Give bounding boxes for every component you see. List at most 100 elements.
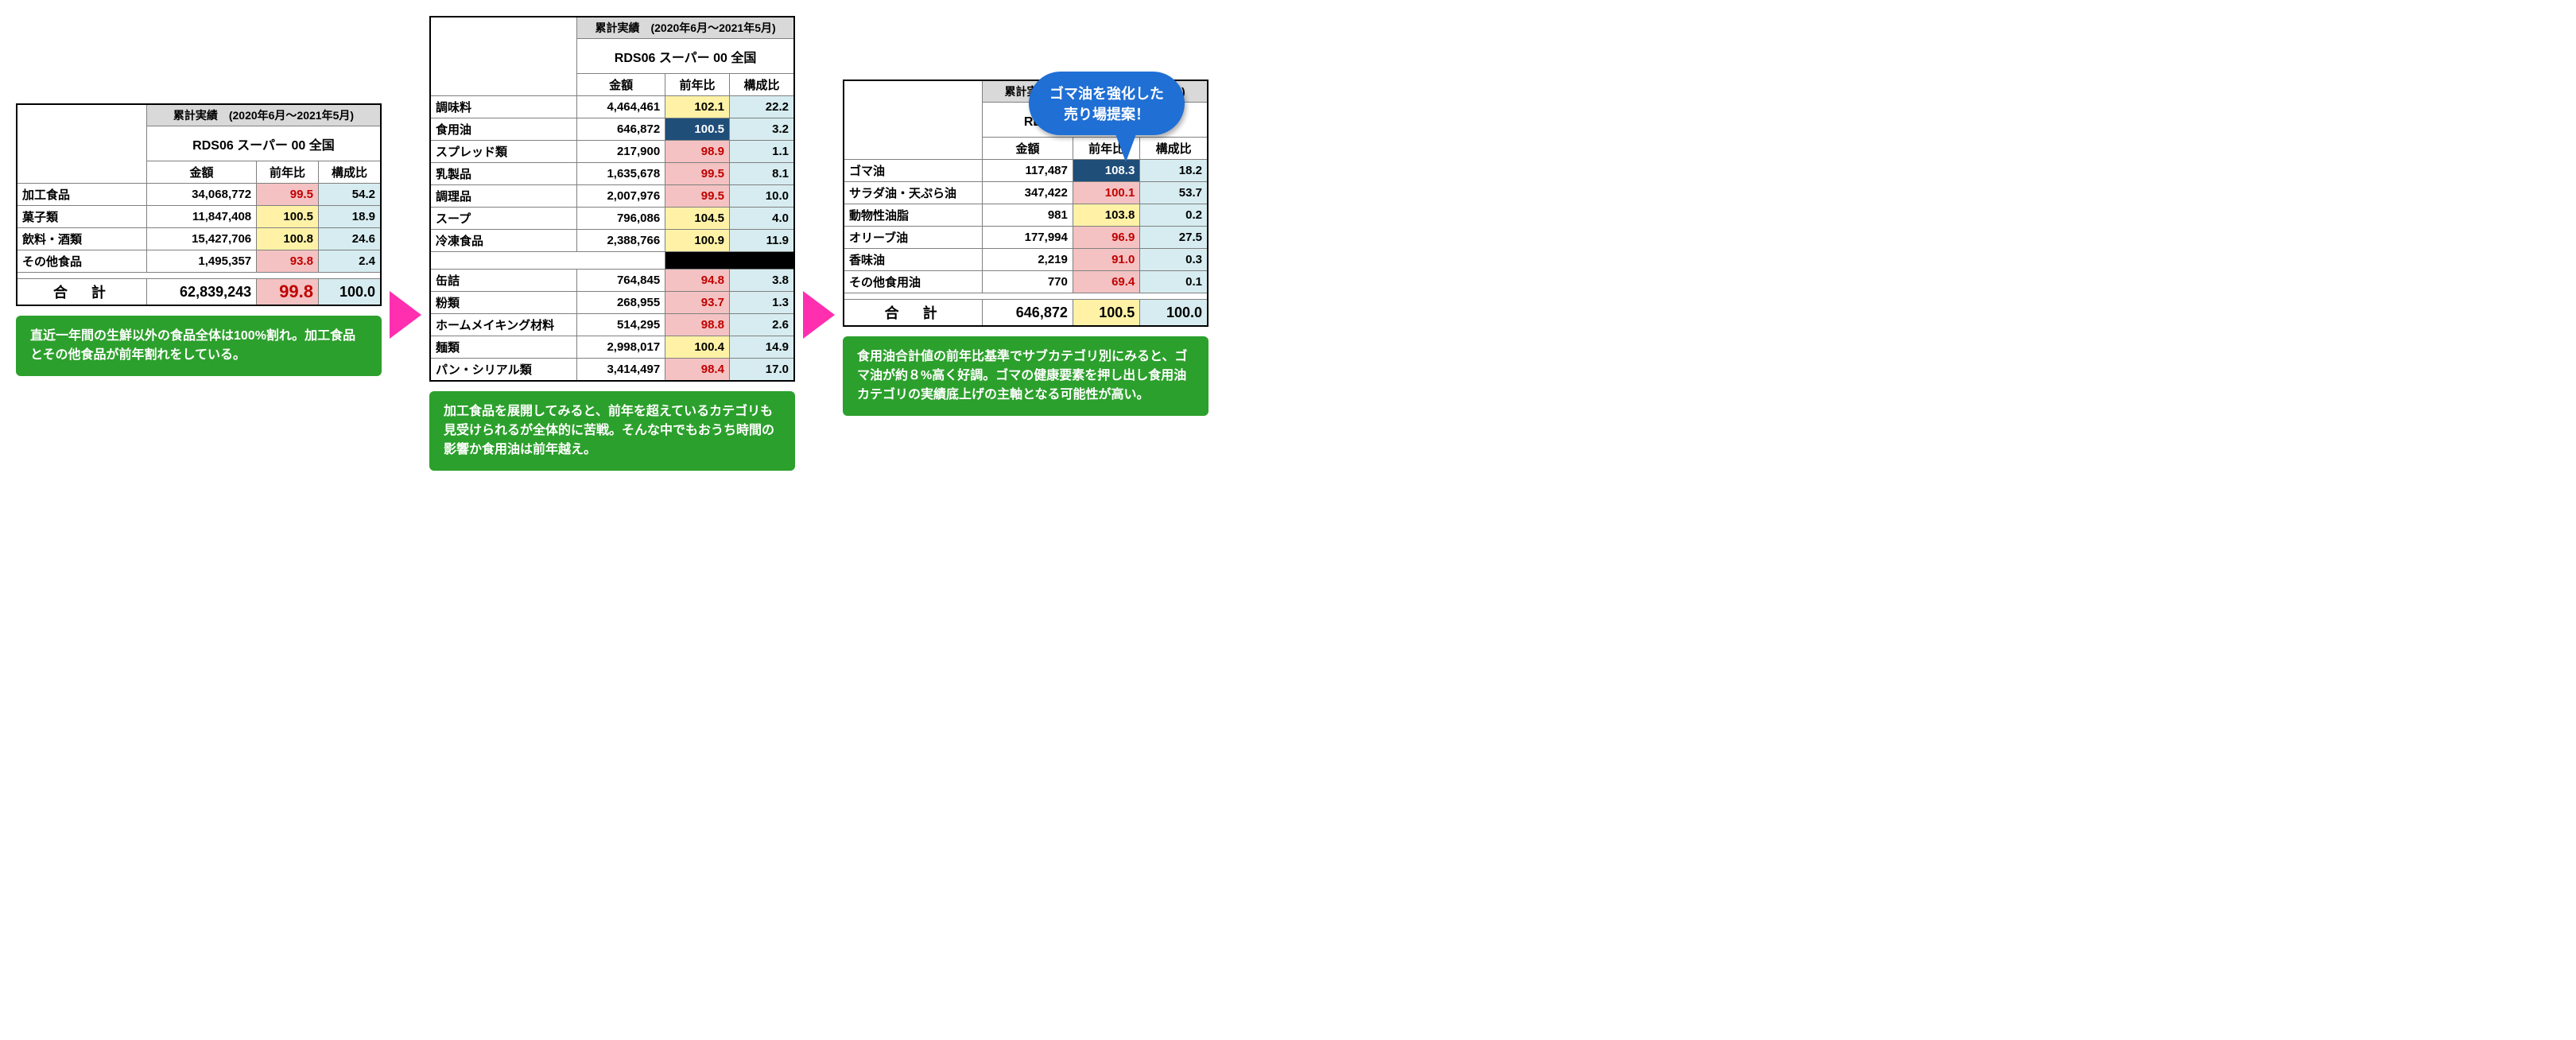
table-row: サラダ油・天ぷら油347,422100.153.7 — [844, 182, 1208, 204]
table-row: 調味料4,464,461102.122.2 — [430, 96, 794, 118]
cell-yoy: 98.8 — [665, 314, 730, 336]
table-row: 調理品2,007,97699.510.0 — [430, 185, 794, 208]
col-yoy: 前年比 — [665, 74, 730, 96]
row-label: 飲料・酒類 — [17, 228, 146, 250]
table-row: その他食品1,495,35793.82.4 — [17, 250, 381, 273]
table-row: その他食用油77069.40.1 — [844, 271, 1208, 293]
cell-yoy: 100.5 — [257, 206, 319, 228]
row-label: 加工食品 — [17, 184, 146, 206]
row-label: 粉類 — [430, 292, 577, 314]
cell-amount: 11,847,408 — [146, 206, 256, 228]
cell-amount: 1,495,357 — [146, 250, 256, 273]
callout-line1: ゴマ油を強化した — [1049, 83, 1164, 103]
cell-comp: 24.6 — [318, 228, 381, 250]
cell-comp: 18.2 — [1140, 160, 1208, 182]
col-amount: 金額 — [577, 74, 665, 96]
row-label: 食用油 — [430, 118, 577, 141]
row-label: 缶詰 — [430, 270, 577, 292]
cell-amount: 347,422 — [983, 182, 1073, 204]
store-header: RDS06 スーパー 00 全国 — [146, 126, 381, 161]
cell-amount: 2,007,976 — [577, 185, 665, 208]
table-row: 加工食品34,068,77299.554.2 — [17, 184, 381, 206]
col-yoy: 前年比 — [257, 161, 319, 184]
cell-yoy: 99.5 — [665, 163, 730, 185]
infographic-container: 累計実績 (2020年6月～2021年5月) RDS06 スーパー 00 全国 … — [16, 16, 2560, 471]
table-row: オリーブ油177,99496.927.5 — [844, 227, 1208, 249]
row-label: 調理品 — [430, 185, 577, 208]
total-comp: 100.0 — [318, 279, 381, 306]
cell-amount: 117,487 — [983, 160, 1073, 182]
cell-amount: 15,427,706 — [146, 228, 256, 250]
cell-comp: 54.2 — [318, 184, 381, 206]
cell-comp: 0.1 — [1140, 271, 1208, 293]
cell-yoy: 91.0 — [1073, 249, 1139, 271]
cell-yoy: 99.5 — [665, 185, 730, 208]
cell-yoy: 69.4 — [1073, 271, 1139, 293]
total-comp: 100.0 — [1140, 300, 1208, 327]
cell-yoy: 100.9 — [665, 230, 730, 252]
cell-yoy: 100.4 — [665, 336, 730, 359]
col-amount: 金額 — [983, 138, 1073, 160]
arrow-icon — [803, 291, 835, 339]
table-row: スープ796,086104.54.0 — [430, 208, 794, 230]
table-row: 食用油646,872100.53.2 — [430, 118, 794, 141]
cell-yoy: 99.5 — [257, 184, 319, 206]
cell-amount: 177,994 — [983, 227, 1073, 249]
cell-amount: 2,998,017 — [577, 336, 665, 359]
callout-line2: 売り場提案！ — [1049, 103, 1164, 124]
total-yoy: 99.8 — [257, 279, 319, 306]
cell-comp: 10.0 — [729, 185, 794, 208]
cell-amount: 2,219 — [983, 249, 1073, 271]
total-amount: 646,872 — [983, 300, 1073, 327]
cell-amount: 514,295 — [577, 314, 665, 336]
cell-comp: 14.9 — [729, 336, 794, 359]
cell-yoy: 103.8 — [1073, 204, 1139, 227]
total-label: 合計 — [17, 279, 146, 306]
row-label: 動物性油脂 — [844, 204, 983, 227]
table-2: 累計実績 (2020年6月～2021年5月) RDS06 スーパー 00 全国 … — [429, 16, 795, 382]
row-label: 調味料 — [430, 96, 577, 118]
cell-amount: 1,635,678 — [577, 163, 665, 185]
total-yoy: 100.5 — [1073, 300, 1139, 327]
row-label: 菓子類 — [17, 206, 146, 228]
row-label: その他食品 — [17, 250, 146, 273]
cell-comp: 17.0 — [729, 359, 794, 382]
row-label: 乳製品 — [430, 163, 577, 185]
cell-yoy: 98.4 — [665, 359, 730, 382]
cell-comp: 53.7 — [1140, 182, 1208, 204]
row-label: スプレッド類 — [430, 141, 577, 163]
table-row: 動物性油脂981103.80.2 — [844, 204, 1208, 227]
row-label: 冷凍食品 — [430, 230, 577, 252]
cell-comp: 4.0 — [729, 208, 794, 230]
cell-amount: 217,900 — [577, 141, 665, 163]
cell-amount: 764,845 — [577, 270, 665, 292]
row-label: サラダ油・天ぷら油 — [844, 182, 983, 204]
table-row: 飲料・酒類15,427,706100.824.6 — [17, 228, 381, 250]
cell-comp: 11.9 — [729, 230, 794, 252]
cell-amount: 981 — [983, 204, 1073, 227]
cell-amount: 268,955 — [577, 292, 665, 314]
arrow-icon — [390, 291, 421, 339]
cell-comp: 18.9 — [318, 206, 381, 228]
table-row: 菓子類11,847,408100.518.9 — [17, 206, 381, 228]
cell-yoy: 94.8 — [665, 270, 730, 292]
cell-amount: 770 — [983, 271, 1073, 293]
table-1: 累計実績 (2020年6月～2021年5月) RDS06 スーパー 00 全国 … — [16, 103, 382, 306]
period-header: 累計実績 (2020年6月～2021年5月) — [146, 104, 381, 126]
cell-yoy: 104.5 — [665, 208, 730, 230]
table-row: 粉類268,95593.71.3 — [430, 292, 794, 314]
callout: ゴマ油を強化した 売り場提案！ — [1029, 72, 1185, 135]
cell-yoy: 108.3 — [1073, 160, 1139, 182]
row-label: オリーブ油 — [844, 227, 983, 249]
panel-2: 累計実績 (2020年6月～2021年5月) RDS06 スーパー 00 全国 … — [429, 16, 795, 471]
row-label: パン・シリアル類 — [430, 359, 577, 382]
cell-comp: 0.2 — [1140, 204, 1208, 227]
col-comp: 構成比 — [1140, 138, 1208, 160]
cell-amount: 3,414,497 — [577, 359, 665, 382]
cell-yoy: 100.1 — [1073, 182, 1139, 204]
row-label: ゴマ油 — [844, 160, 983, 182]
table-row: パン・シリアル類3,414,49798.417.0 — [430, 359, 794, 382]
table-row: 冷凍食品2,388,766100.911.9 — [430, 230, 794, 252]
col-amount: 金額 — [146, 161, 256, 184]
cell-amount: 34,068,772 — [146, 184, 256, 206]
